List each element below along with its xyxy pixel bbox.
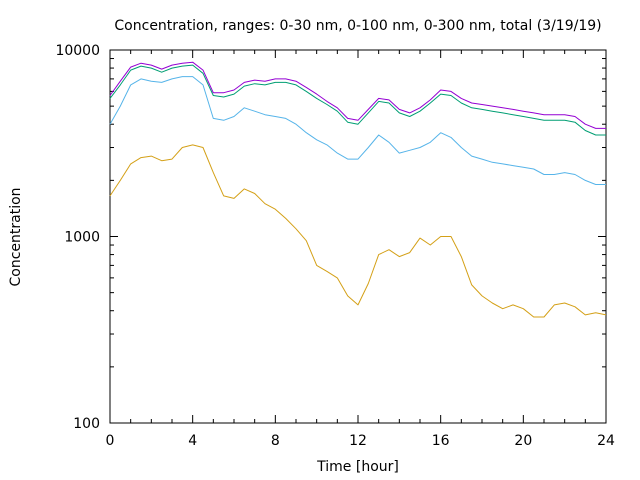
plot-frame [109,49,607,424]
x-tick-label: 4 [188,433,197,449]
x-tick-label: 16 [432,433,450,449]
x-axis-label: Time [hour] [316,459,399,475]
x-tick-label: 0 [106,433,115,449]
chart-title: Concentration, ranges: 0-30 nm, 0-100 nm… [114,18,601,34]
y-tick-label: 10000 [55,43,100,59]
y-tick-label: 1000 [64,230,100,246]
axis-ticks [110,50,606,423]
x-tick-label: 20 [514,433,532,449]
series-line-3 [109,64,606,136]
x-tick-label: 8 [271,433,280,449]
x-tick-label: 24 [597,433,615,449]
y-axis-label: Concentration [8,187,24,286]
series-line-4 [109,61,606,129]
series-lines [109,61,607,318]
series-line-1 [109,144,607,318]
tick-labels: 0 4 8 12 16 20 24 100 1000 10000 [55,43,615,449]
x-tick-label: 12 [349,433,367,449]
series-line-2 [109,76,606,185]
y-tick-label: 100 [73,416,100,432]
